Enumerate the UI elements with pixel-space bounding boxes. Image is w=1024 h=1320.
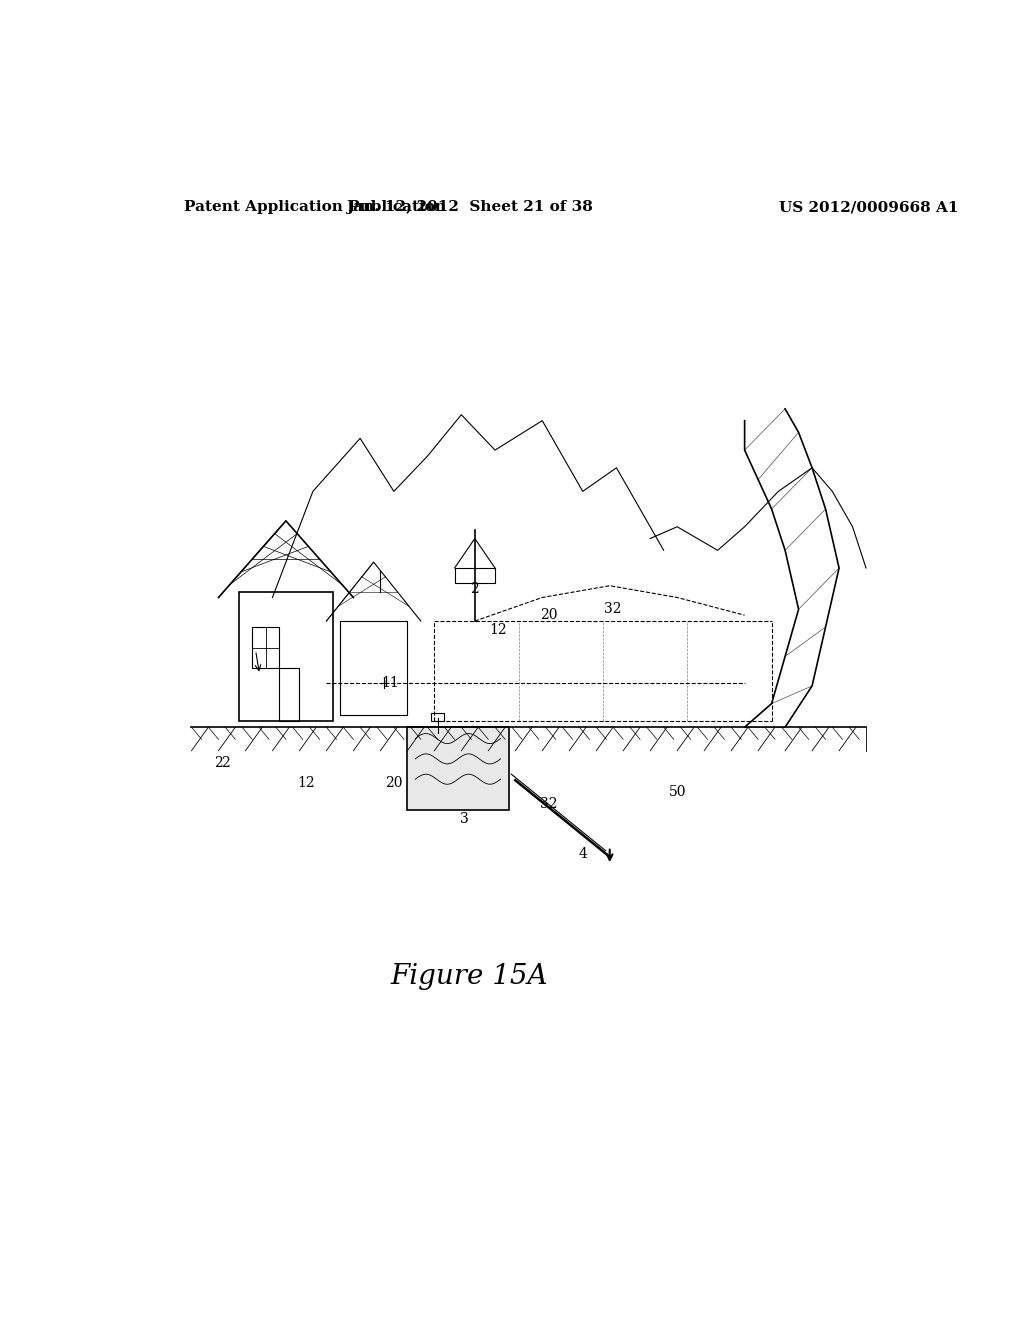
Text: 11: 11 [382, 676, 399, 690]
Text: 20: 20 [541, 609, 558, 622]
Text: 12: 12 [489, 623, 507, 638]
Text: 50: 50 [669, 785, 686, 799]
Text: 4: 4 [579, 847, 587, 861]
Text: 12: 12 [297, 776, 315, 791]
Text: 2: 2 [470, 582, 479, 595]
Bar [252, 627, 280, 668]
Text: Patent Application Publication: Patent Application Publication [183, 201, 445, 214]
Bar [455, 568, 495, 583]
Text: Figure 15A: Figure 15A [390, 964, 548, 990]
Text: Jan. 12, 2012  Sheet 21 of 38: Jan. 12, 2012 Sheet 21 of 38 [346, 201, 593, 214]
Bar [408, 727, 509, 809]
Text: 2: 2 [214, 755, 223, 770]
Bar [239, 591, 333, 721]
Text: 3: 3 [461, 812, 469, 825]
Bar [340, 622, 408, 715]
Text: 32: 32 [541, 797, 558, 810]
Text: 20: 20 [385, 776, 402, 791]
Text: US 2012/0009668 A1: US 2012/0009668 A1 [778, 201, 958, 214]
Text: 2: 2 [221, 755, 229, 770]
Text: 32: 32 [604, 602, 622, 616]
Bar [280, 668, 299, 721]
Bar [431, 713, 444, 721]
